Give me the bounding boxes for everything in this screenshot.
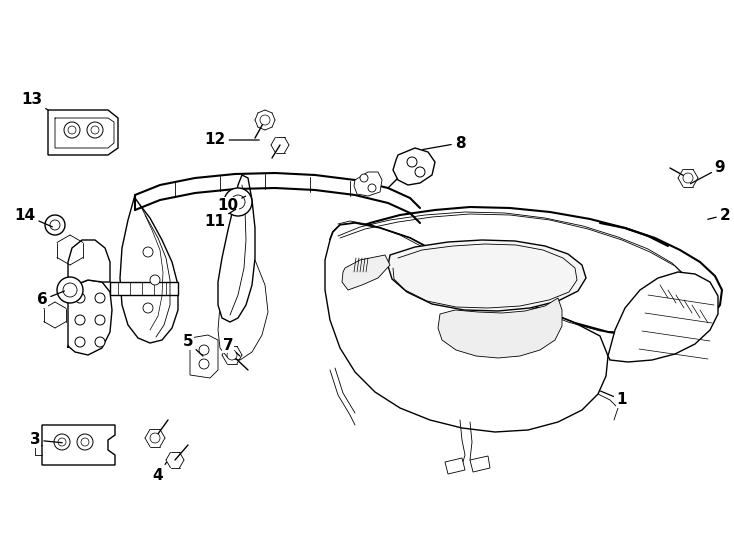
Circle shape — [360, 174, 368, 182]
Text: 4: 4 — [153, 462, 167, 483]
Circle shape — [199, 359, 209, 369]
Polygon shape — [445, 458, 465, 474]
Circle shape — [68, 126, 76, 134]
Circle shape — [57, 277, 83, 303]
Circle shape — [227, 350, 237, 360]
Circle shape — [231, 195, 245, 209]
Circle shape — [91, 126, 99, 134]
Polygon shape — [190, 335, 218, 378]
Circle shape — [415, 167, 425, 177]
Polygon shape — [342, 255, 390, 290]
Circle shape — [368, 184, 376, 192]
Circle shape — [150, 275, 160, 285]
Circle shape — [87, 122, 103, 138]
Circle shape — [75, 293, 85, 303]
Polygon shape — [393, 148, 435, 185]
Polygon shape — [388, 240, 586, 311]
Polygon shape — [330, 207, 722, 336]
Text: 3: 3 — [29, 433, 62, 448]
Text: 13: 13 — [21, 92, 48, 110]
Circle shape — [95, 337, 105, 347]
Circle shape — [143, 247, 153, 257]
Circle shape — [75, 315, 85, 325]
Circle shape — [407, 157, 417, 167]
Circle shape — [683, 173, 693, 183]
Polygon shape — [470, 456, 490, 472]
Circle shape — [50, 220, 60, 230]
Polygon shape — [354, 172, 382, 196]
Text: 5: 5 — [183, 334, 203, 356]
Polygon shape — [218, 175, 255, 322]
Text: 6: 6 — [37, 291, 65, 307]
Circle shape — [199, 345, 209, 355]
Text: 10: 10 — [217, 196, 245, 213]
Text: 2: 2 — [708, 207, 730, 222]
Polygon shape — [68, 240, 110, 295]
Circle shape — [75, 337, 85, 347]
Circle shape — [63, 283, 77, 297]
Circle shape — [45, 215, 65, 235]
Polygon shape — [48, 110, 118, 155]
Text: 14: 14 — [15, 207, 52, 227]
Text: 12: 12 — [204, 132, 259, 147]
Polygon shape — [438, 298, 562, 358]
Polygon shape — [608, 272, 718, 362]
Circle shape — [81, 438, 89, 446]
Text: 1: 1 — [600, 391, 628, 408]
Circle shape — [64, 122, 80, 138]
Circle shape — [260, 115, 270, 125]
Circle shape — [143, 303, 153, 313]
Circle shape — [224, 188, 252, 216]
Polygon shape — [325, 223, 608, 432]
Circle shape — [150, 433, 160, 443]
Circle shape — [95, 293, 105, 303]
Text: 8: 8 — [423, 136, 465, 151]
Polygon shape — [68, 280, 112, 355]
Circle shape — [95, 315, 105, 325]
Text: 7: 7 — [222, 338, 240, 356]
Text: 9: 9 — [691, 160, 725, 184]
Polygon shape — [120, 195, 178, 343]
Circle shape — [58, 438, 66, 446]
Circle shape — [77, 434, 93, 450]
Text: 11: 11 — [205, 210, 236, 230]
Circle shape — [54, 434, 70, 450]
Polygon shape — [42, 425, 115, 465]
Polygon shape — [218, 230, 268, 360]
Polygon shape — [110, 282, 178, 295]
